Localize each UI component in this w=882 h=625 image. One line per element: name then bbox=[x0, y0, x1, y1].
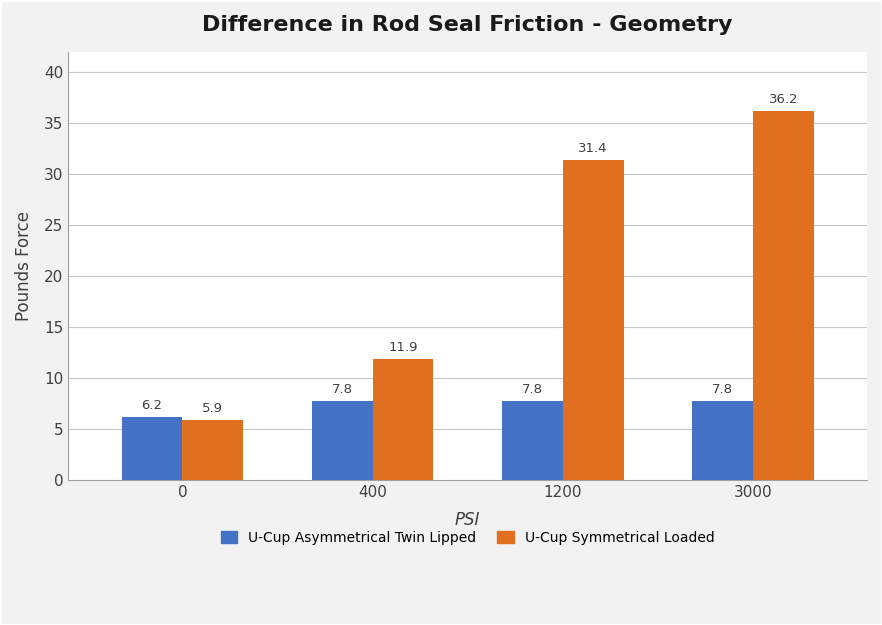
Legend: U-Cup Asymmetrical Twin Lipped, U-Cup Symmetrical Loaded: U-Cup Asymmetrical Twin Lipped, U-Cup Sy… bbox=[215, 526, 721, 551]
Text: 7.8: 7.8 bbox=[712, 382, 733, 396]
Bar bbox=[372, 359, 433, 481]
Text: 31.4: 31.4 bbox=[579, 142, 608, 155]
Text: 11.9: 11.9 bbox=[388, 341, 418, 354]
Text: 5.9: 5.9 bbox=[202, 402, 223, 415]
Text: 7.8: 7.8 bbox=[332, 382, 353, 396]
Bar bbox=[122, 417, 183, 481]
Bar bbox=[753, 111, 814, 481]
X-axis label: PSI: PSI bbox=[455, 511, 481, 529]
Text: 36.2: 36.2 bbox=[768, 93, 798, 106]
Bar bbox=[692, 401, 753, 481]
Bar bbox=[502, 401, 563, 481]
Bar bbox=[183, 420, 243, 481]
Text: 7.8: 7.8 bbox=[522, 382, 542, 396]
Y-axis label: Pounds Force: Pounds Force bbox=[15, 211, 33, 321]
Bar bbox=[311, 401, 372, 481]
Text: 6.2: 6.2 bbox=[141, 399, 162, 412]
Bar bbox=[563, 160, 624, 481]
Title: Difference in Rod Seal Friction - Geometry: Difference in Rod Seal Friction - Geomet… bbox=[203, 15, 733, 35]
